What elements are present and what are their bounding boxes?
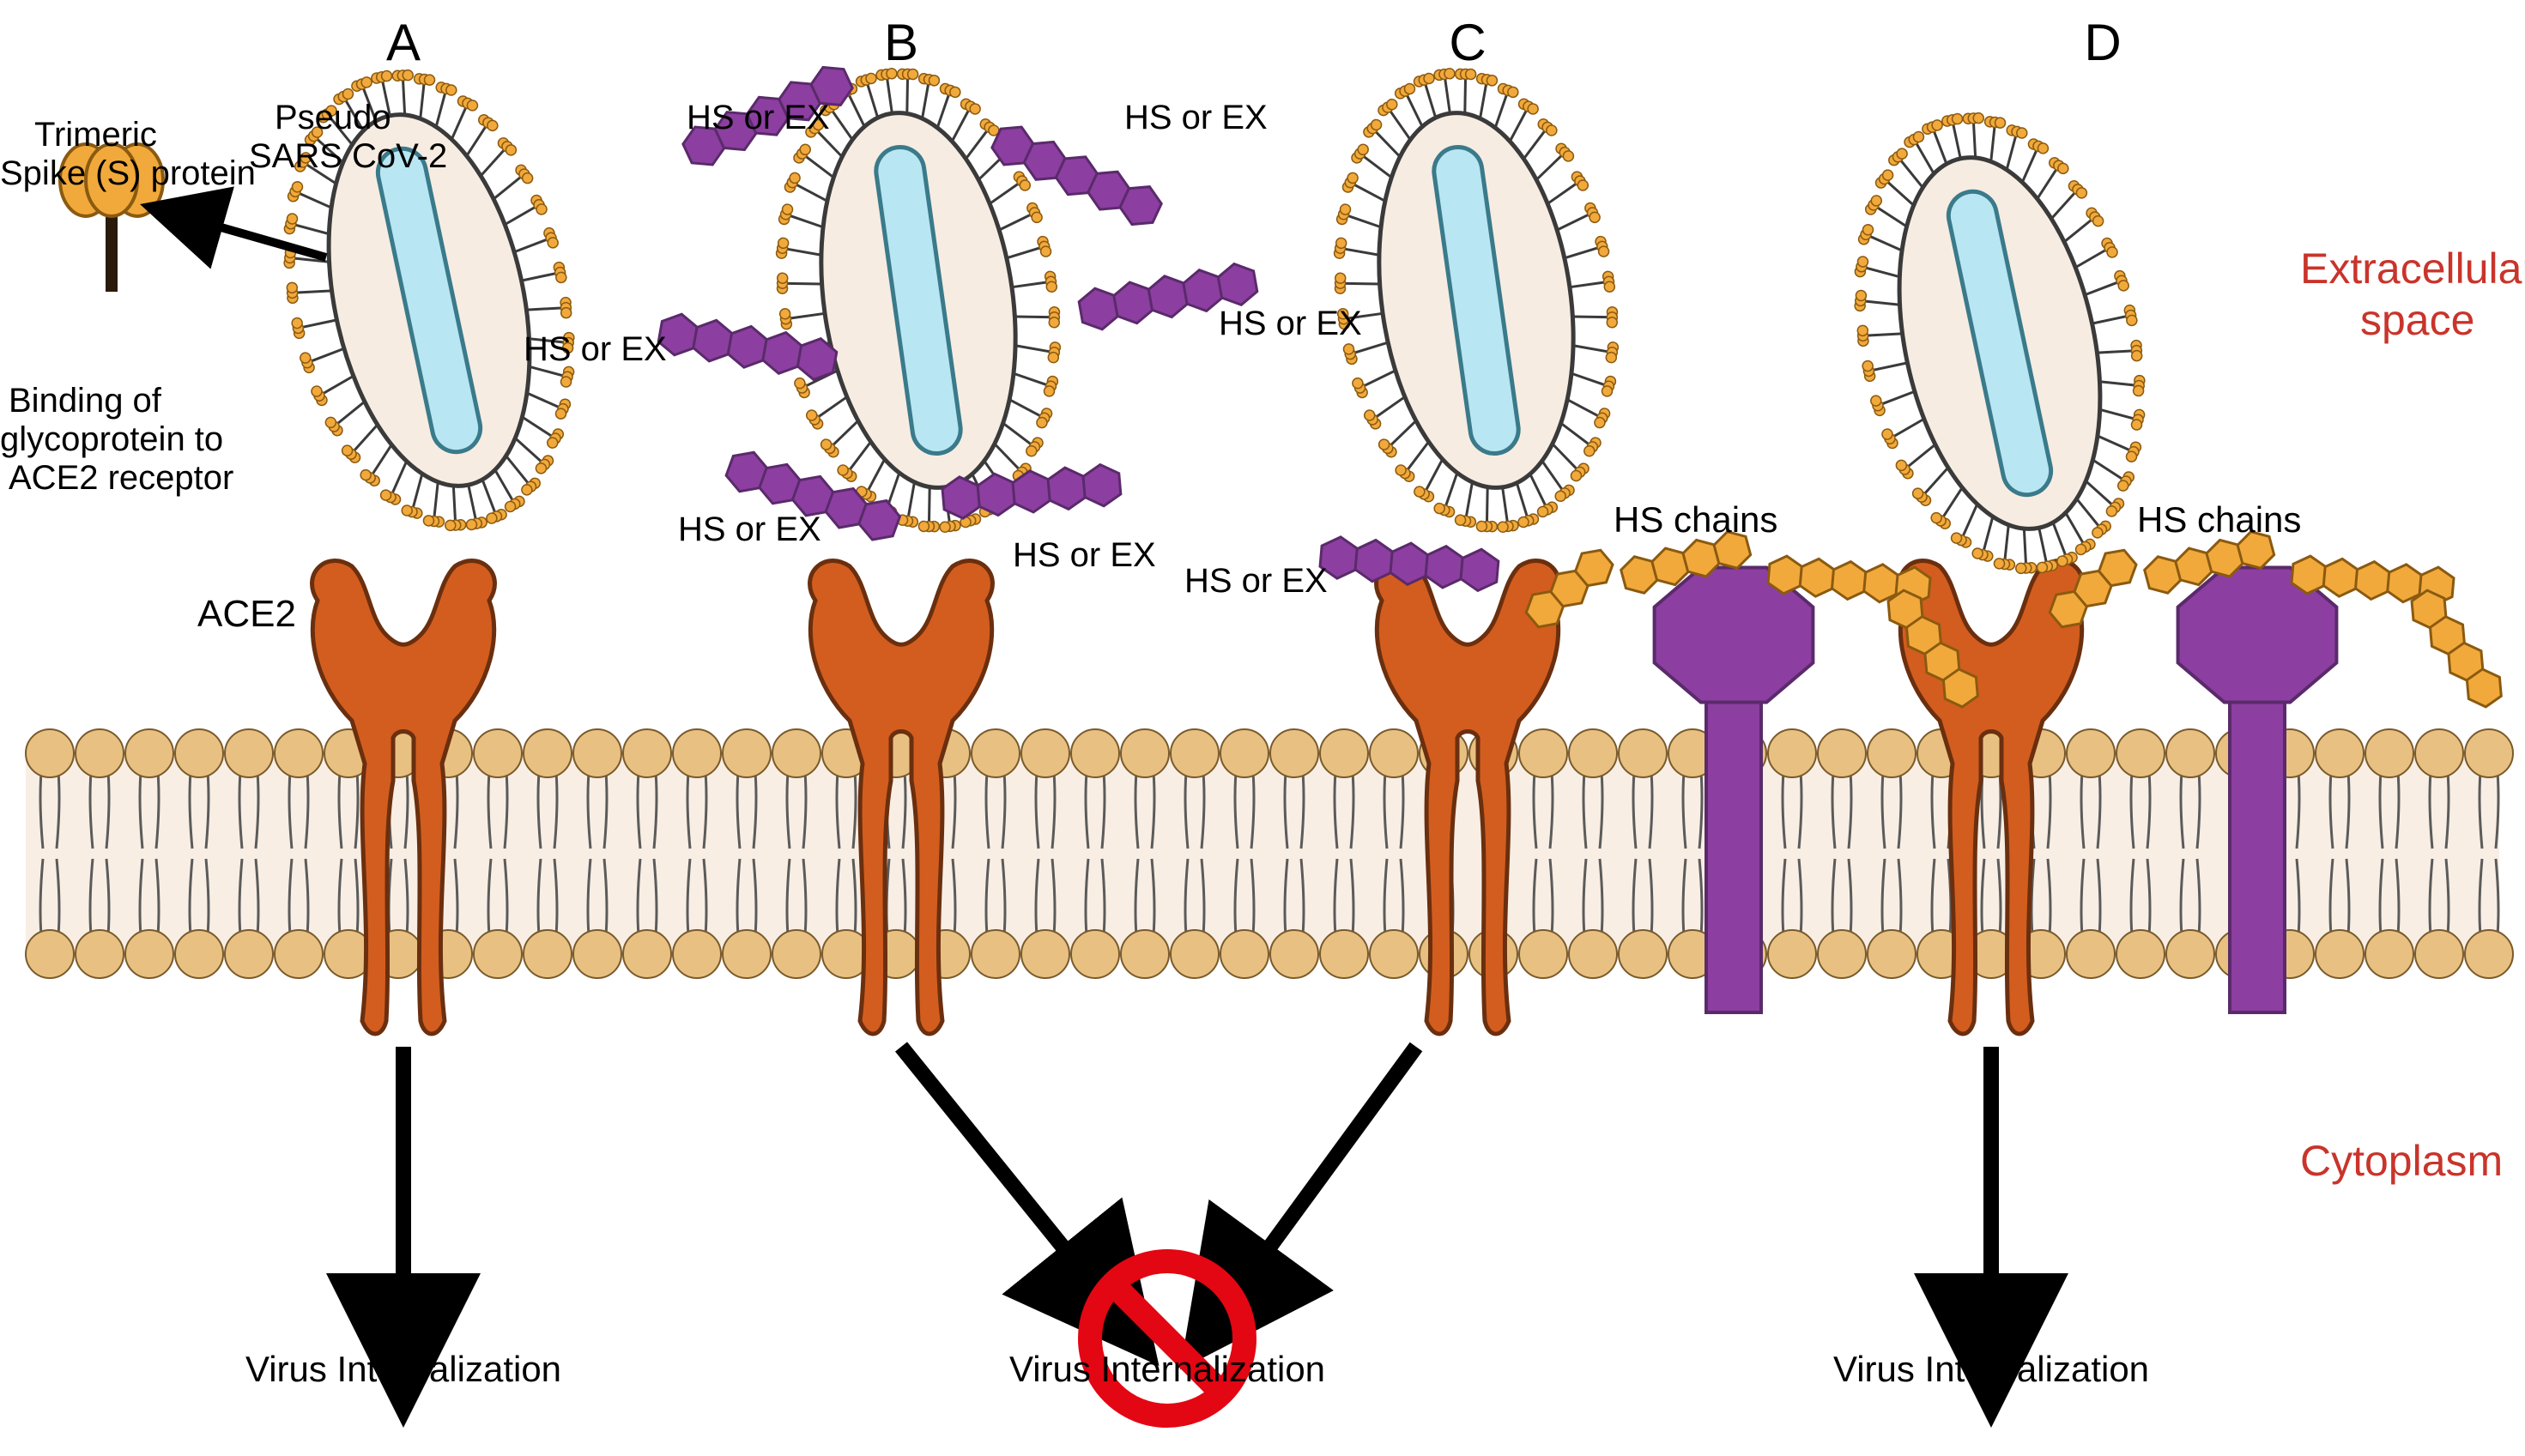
arrow — [901, 1047, 1081, 1270]
arrow — [1253, 1047, 1416, 1270]
panel-label: D — [2084, 14, 2121, 71]
panel-label: B — [884, 14, 918, 71]
hs-ex-label: HS or EX — [678, 511, 821, 548]
binding-label: Binding of — [9, 382, 162, 420]
hs-ex-label: HS or EX — [1124, 99, 1268, 136]
spike-protein-label: Spike (S) protein — [0, 154, 256, 192]
trimeric-label: Trimeric — [34, 116, 157, 154]
hs-chains-label: HS chains — [1614, 499, 1777, 540]
binding-label: ACE2 receptor — [9, 459, 233, 497]
hs-ex-label: HS or EX — [687, 99, 830, 136]
extracellular-label: space — [2360, 296, 2474, 344]
virus-particle — [1306, 50, 1647, 551]
panel-label: A — [386, 14, 421, 71]
extracellular-label: Extracellular — [2300, 245, 2525, 293]
hs-ex-label: HS or EX — [1013, 536, 1156, 574]
virus-particle — [1815, 86, 2184, 600]
hs-chains-label: HS chains — [2137, 499, 2301, 540]
virus-internalization-label: Virus Internalization — [1833, 1349, 2149, 1389]
ace2-label: ACE2 — [197, 593, 296, 635]
hs-ex-label: HS or EX — [524, 330, 667, 368]
virus-internalization-label: Virus Internalization — [245, 1349, 561, 1389]
cytoplasm-label: Cytoplasm — [2300, 1137, 2503, 1185]
prohibit-icon — [1090, 1261, 1244, 1416]
binding-label: glycoprotein to — [0, 420, 223, 458]
pseudo-label: Pseudo — [275, 99, 391, 136]
hs-ex-label: HS or EX — [1219, 305, 1362, 342]
virus-internalization-label: Virus Internalization — [1009, 1349, 1325, 1389]
panel-label: C — [1449, 14, 1486, 71]
sars-label: SARS CoV-2 — [249, 137, 447, 175]
hs-ex-label: HS or EX — [1184, 562, 1328, 600]
